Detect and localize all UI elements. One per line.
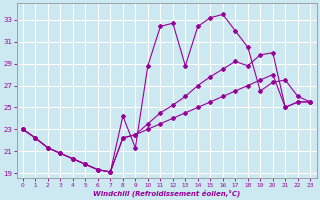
X-axis label: Windchill (Refroidissement éolien,°C): Windchill (Refroidissement éolien,°C) [93,189,240,197]
